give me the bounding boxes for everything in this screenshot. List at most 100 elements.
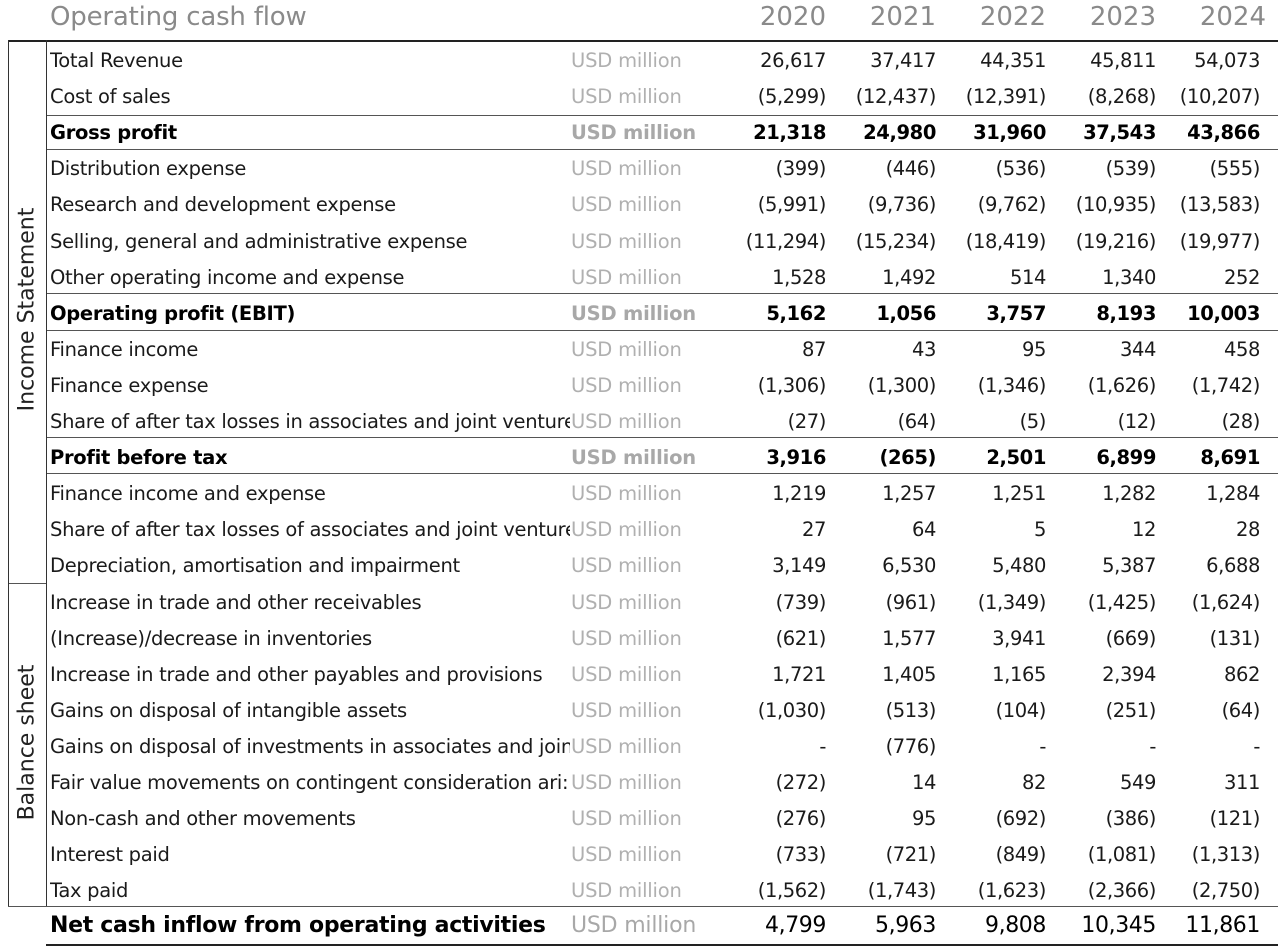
value-cell-2023: (1,425) — [1087, 590, 1157, 614]
value-cell-2023: 10,345 — [1081, 913, 1156, 939]
value-cell-2024: (131) — [1209, 626, 1261, 650]
value-cell-2024: (28) — [1221, 410, 1261, 433]
row-unit: USD million — [571, 698, 682, 722]
value-cell-2020: 5,162 — [766, 301, 826, 325]
row-unit: USD million — [571, 807, 682, 831]
value-cell-2021: 1,577 — [882, 626, 936, 650]
table-row: Gross profit USD million 21,318 24,980 31,96… — [0, 115, 1278, 151]
row-label: Share of after tax losses in associates … — [50, 410, 570, 433]
value-cell-2020: (399) — [775, 157, 827, 181]
value-cell-2021: 6,530 — [882, 554, 936, 578]
value-cell-2023: 1,282 — [1102, 482, 1156, 506]
value-cell-2020: (5,299) — [757, 85, 827, 109]
value-cell-2024: (2,750) — [1191, 879, 1261, 903]
row-unit: USD million — [571, 410, 682, 433]
row-label: Cost of sales — [50, 85, 171, 109]
value-cell-2023: 5,387 — [1102, 554, 1156, 578]
value-cell-2022: (849) — [995, 843, 1047, 867]
value-cell-2020: (5,991) — [757, 193, 827, 217]
value-cell-2020: (739) — [775, 590, 827, 614]
value-cell-2024: 1,284 — [1206, 482, 1260, 506]
value-cell-2024: (1,742) — [1191, 373, 1261, 397]
row-label: Research and development expense — [50, 193, 396, 217]
row-unit: USD million — [571, 49, 682, 72]
value-cell-2024: 43,866 — [1187, 121, 1260, 145]
value-cell-2022: 3,757 — [986, 301, 1046, 325]
row-unit: USD million — [571, 121, 696, 145]
value-cell-2024: 11,861 — [1185, 913, 1260, 939]
value-cell-2022: 2,501 — [986, 446, 1046, 470]
value-cell-2021: (265) — [879, 446, 936, 470]
value-cell-2023: (669) — [1105, 626, 1157, 650]
value-cell-2020: (1,306) — [757, 373, 827, 397]
table-row: Depreciation, amortisation and impairmen… — [0, 548, 1278, 584]
table-row: Increase in trade and other payables and… — [0, 657, 1278, 693]
value-cell-2021: 37,417 — [870, 49, 936, 72]
value-cell-2023: (386) — [1105, 807, 1157, 831]
table-row: Non-cash and other movements USD million (… — [0, 801, 1278, 837]
value-cell-2023: (2,366) — [1087, 879, 1157, 903]
row-label: Profit before tax — [50, 446, 228, 470]
table-row: Tax paid USD million (1,562) (1,743) (1,623)… — [0, 873, 1278, 909]
value-cell-2021: (776) — [885, 734, 937, 758]
value-cell-2024: (555) — [1209, 157, 1261, 181]
table-row: Share of after tax losses of associates … — [0, 512, 1278, 548]
row-unit: USD million — [571, 373, 682, 397]
value-cell-2022: (9,762) — [977, 193, 1047, 217]
table-row: Gains on disposal of intangible assets US… — [0, 693, 1278, 729]
row-divider — [46, 473, 1278, 474]
row-label: Gains on disposal of investments in asso… — [50, 734, 570, 758]
row-unit: USD million — [571, 265, 682, 289]
row-unit: USD million — [571, 771, 682, 794]
value-cell-2020: 21,318 — [753, 121, 826, 145]
table-row: Operating profit (EBIT) USD million 5,162 1… — [0, 296, 1278, 332]
value-cell-2020: (1,030) — [757, 698, 827, 722]
row-unit: USD million — [571, 662, 682, 686]
value-cell-2022: 1,251 — [992, 482, 1046, 506]
row-label: Share of after tax losses of associates … — [50, 518, 570, 542]
header-row: Operating cash flow 2020 2021 2022 2023 … — [0, 0, 1278, 40]
table-row: Total Revenue USD million 26,617 37,417 44,3… — [0, 43, 1278, 79]
value-cell-2024: (1,313) — [1191, 843, 1261, 867]
value-cell-2020: 87 — [801, 337, 826, 361]
row-unit: USD million — [571, 734, 682, 758]
row-divider — [46, 944, 1278, 946]
table-row: Selling, general and administrative expe… — [0, 224, 1278, 260]
value-cell-2021: (961) — [885, 590, 937, 614]
value-cell-2022: 1,165 — [992, 662, 1046, 686]
row-unit: USD million — [571, 590, 682, 614]
value-cell-2021: (64) — [897, 410, 937, 433]
value-cell-2020: (11,294) — [745, 229, 827, 253]
value-cell-2024: (1,624) — [1191, 590, 1261, 614]
row-label: Non-cash and other movements — [50, 807, 356, 831]
value-cell-2020: 3,916 — [766, 446, 826, 470]
row-label: Tax paid — [50, 879, 129, 903]
row-divider — [46, 115, 1278, 116]
year-header: 2023 — [1089, 2, 1156, 32]
table-row: Interest paid USD million (733) (721) (849) (… — [0, 837, 1278, 873]
value-cell-2024: 252 — [1223, 265, 1260, 289]
row-label: Total Revenue — [50, 49, 183, 72]
value-cell-2022: 95 — [1021, 337, 1046, 361]
row-divider — [46, 330, 1278, 331]
value-cell-2023: (539) — [1105, 157, 1157, 181]
value-cell-2024: 10,003 — [1187, 301, 1260, 325]
value-cell-2021: (1,300) — [867, 373, 937, 397]
value-cell-2024: (19,977) — [1179, 229, 1261, 253]
value-cell-2023: 6,899 — [1096, 446, 1156, 470]
value-cell-2023: (10,935) — [1075, 193, 1157, 217]
value-cell-2023: (12) — [1117, 410, 1157, 433]
value-cell-2021: (1,743) — [867, 879, 937, 903]
value-cell-2020: 27 — [801, 518, 826, 542]
table-row: Gains on disposal of investments in asso… — [0, 729, 1278, 765]
value-cell-2024: 311 — [1223, 771, 1260, 794]
row-unit: USD million — [571, 229, 682, 253]
value-cell-2021: 1,405 — [882, 662, 936, 686]
value-cell-2021: 95 — [911, 807, 936, 831]
value-cell-2020: 1,721 — [772, 662, 826, 686]
value-cell-2024: 28 — [1235, 518, 1260, 542]
row-unit: USD million — [571, 518, 682, 542]
value-cell-2022: (12,391) — [965, 85, 1047, 109]
value-cell-2022: (104) — [995, 698, 1047, 722]
